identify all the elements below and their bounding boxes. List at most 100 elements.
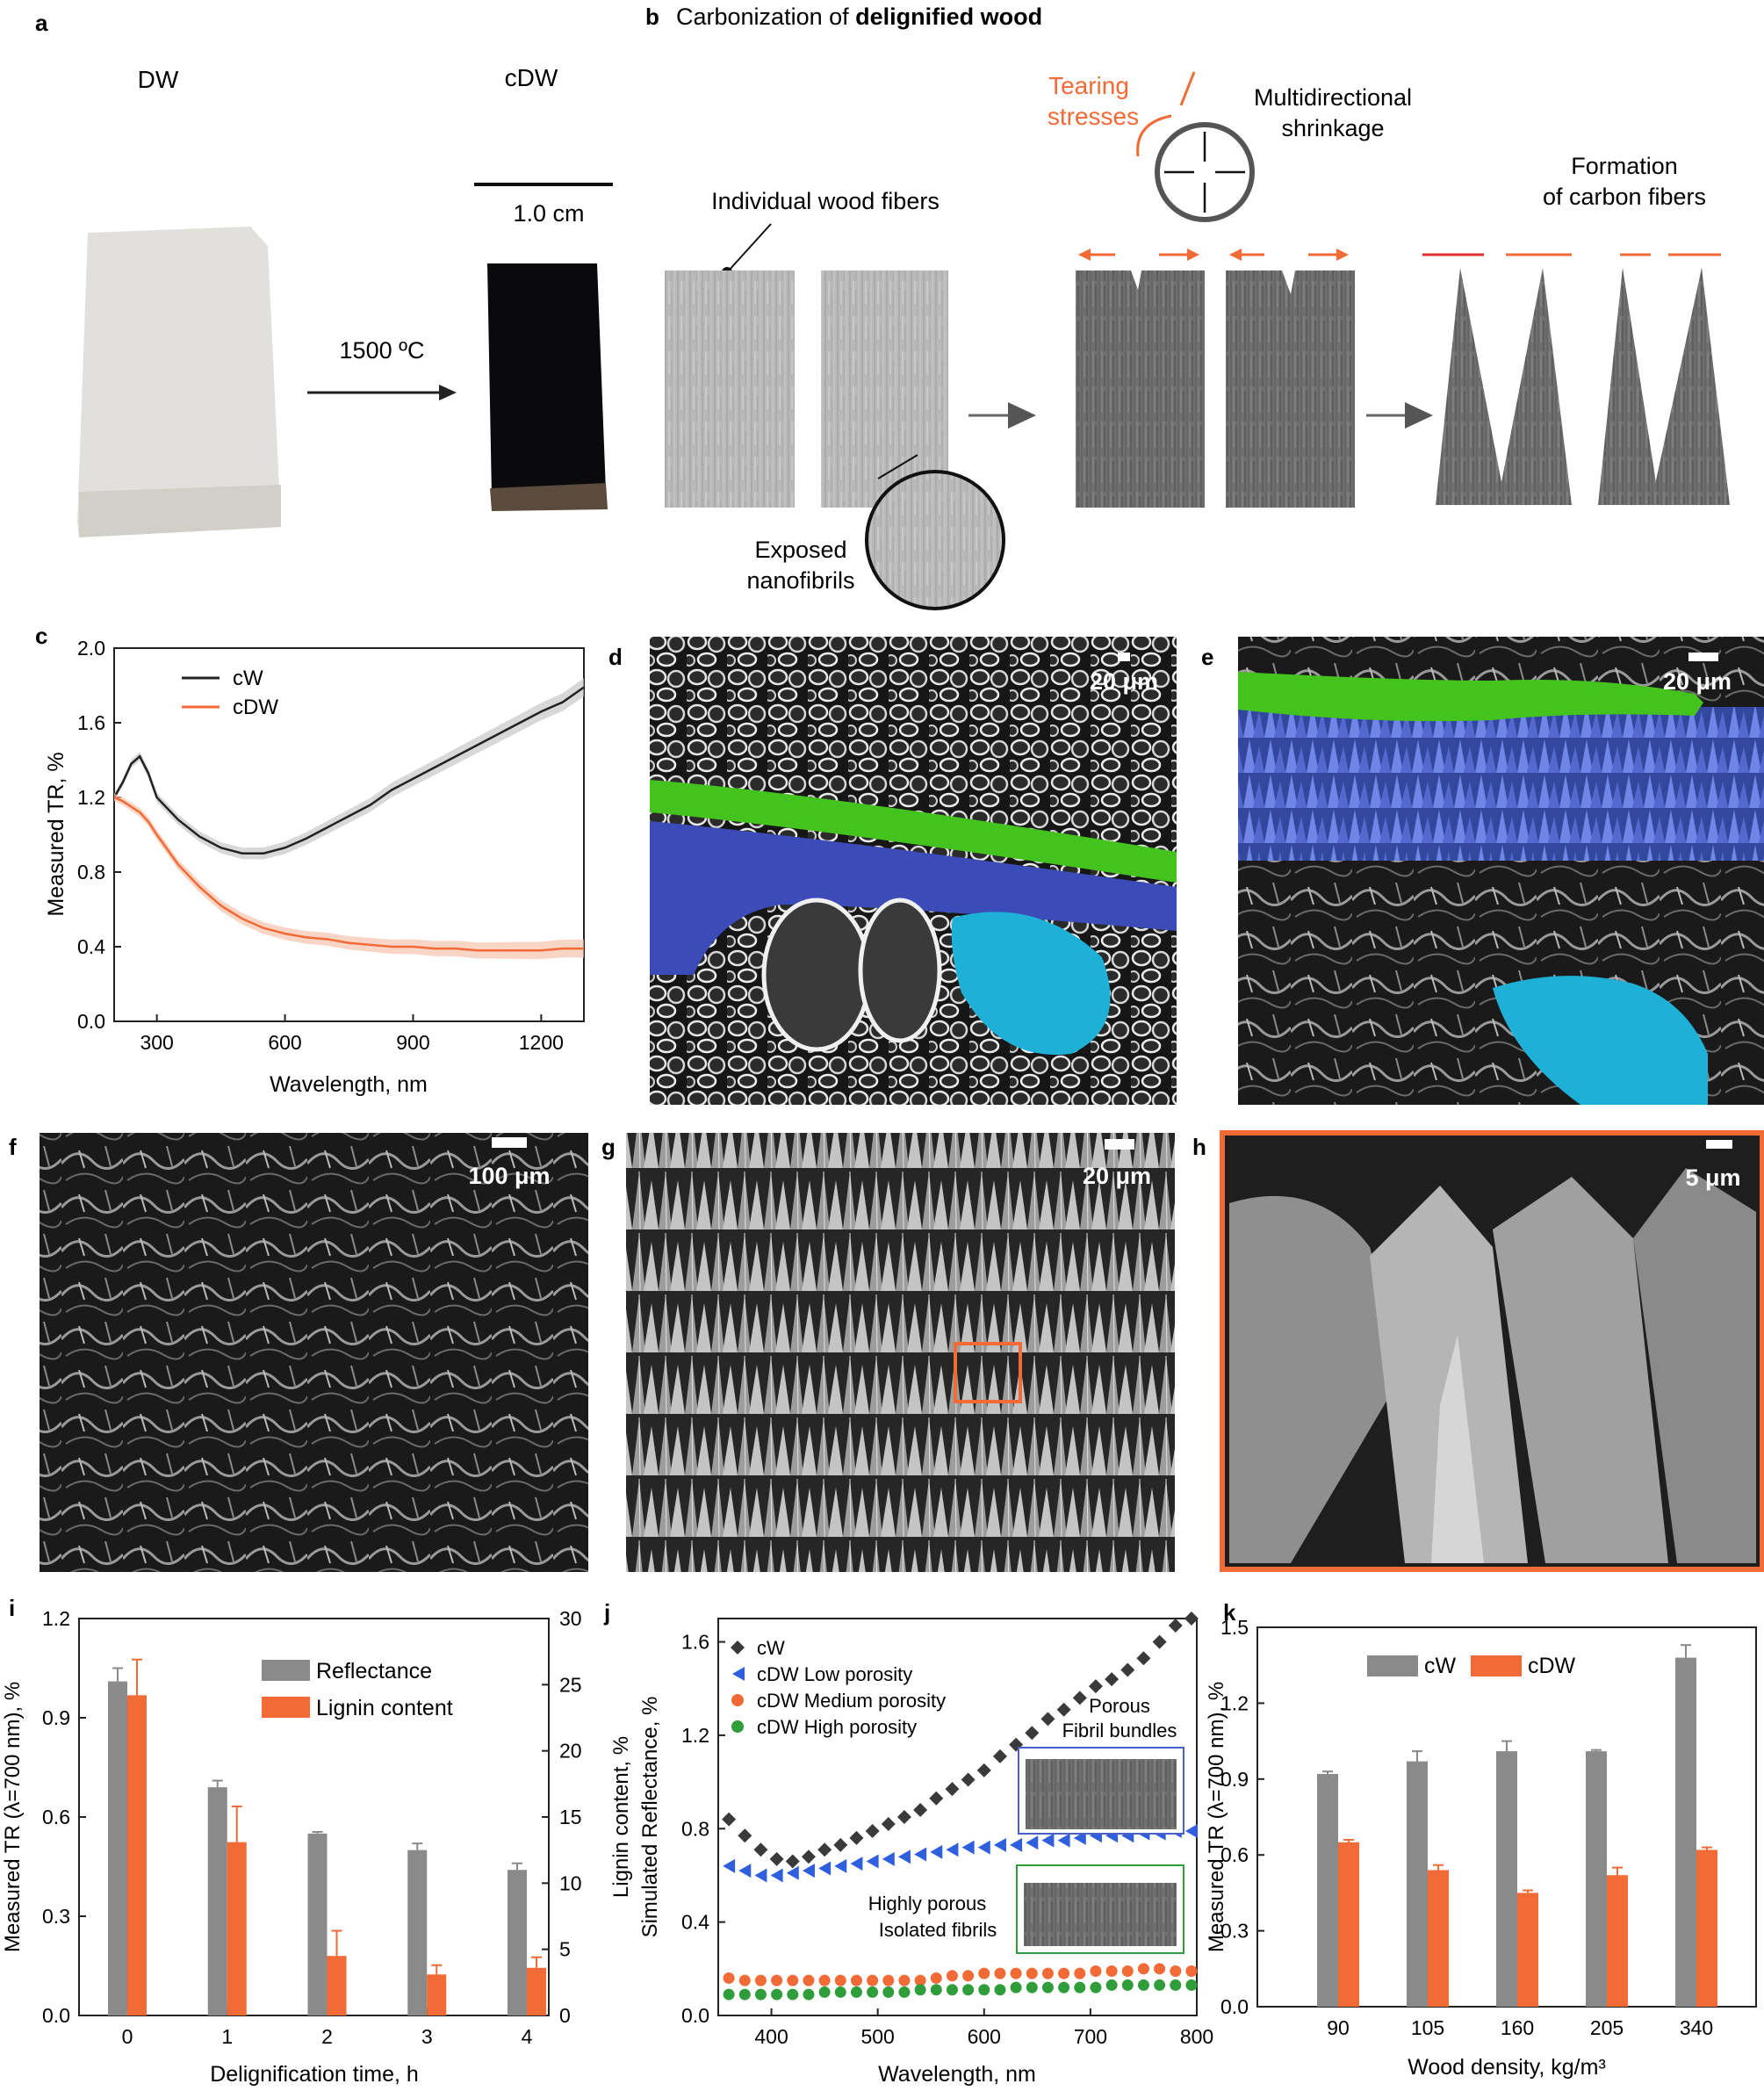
- chart-j-point-medium: [898, 1974, 911, 1986]
- chart-j-point-high: [1010, 1981, 1022, 1994]
- chart-j-point-high: [723, 1988, 735, 2001]
- chart-k-ytick-label: 0.6: [1220, 1843, 1249, 1866]
- chart-k-bar-cw: [1317, 1774, 1338, 2007]
- formation-label-line1: Formation: [1571, 153, 1678, 179]
- chart-j-point-medium: [738, 1974, 751, 1986]
- sem-d-cyan-vessel: [951, 912, 1111, 1056]
- chart-c-xtick-label: 1200: [519, 1031, 564, 1054]
- scale-label-e: 20 μm: [1663, 668, 1732, 695]
- zoom-line-1: [877, 454, 918, 479]
- chart-j-point-medium: [867, 1974, 879, 1986]
- chart-i-xtick-label: 3: [421, 2025, 433, 2048]
- chart-j-point-cw: [896, 1810, 911, 1824]
- chart-i-bar-reflectance: [307, 1833, 328, 2015]
- chart-k-bar-cdw: [1607, 1875, 1628, 2007]
- chart-j-point-high: [738, 1988, 751, 2001]
- chart-j-point-high: [803, 1988, 815, 2001]
- legend-j-low-marker: [732, 1667, 745, 1681]
- legend-j-cw-marker: [731, 1640, 745, 1655]
- chart-j-point-cw: [1152, 1634, 1167, 1649]
- scale-bar-e: [1688, 653, 1718, 661]
- chart-j-point-medium: [803, 1974, 815, 1986]
- chart-j-point-low: [818, 1861, 832, 1876]
- panel-letter-d: d: [608, 644, 623, 670]
- scale-label-f: 100 μm: [468, 1163, 550, 1189]
- chart-j-point-cw: [992, 1749, 1007, 1763]
- chart-k-ytick-label: 0.3: [1220, 1920, 1249, 1943]
- inset-highly-image: [1024, 1883, 1177, 1946]
- legend-j-high-label: cDW High porosity: [757, 1716, 917, 1738]
- nanofibril-zoom-circle: [865, 470, 1005, 610]
- chart-j-point-high: [994, 1984, 1006, 1996]
- chart-j-point-high: [978, 1984, 990, 1996]
- panel-letter-b: b: [645, 4, 659, 30]
- chart-j-point-low: [914, 1847, 927, 1862]
- process-arrow-1-head: [1008, 402, 1036, 429]
- chart-j-frame: [717, 1618, 1198, 2016]
- chart-c-ticks: 300 600 900 1200 0.0 0.4 0.8 1.2 1.6 2.0: [77, 637, 564, 1054]
- chart-i-bar-lignin: [427, 1974, 447, 2015]
- chart-j-point-low: [738, 1864, 752, 1878]
- chart-j-point-medium: [1074, 1967, 1086, 1979]
- chart-j-point-high: [1121, 1979, 1134, 1991]
- chart-i-y2tick-label: 15: [559, 1806, 582, 1828]
- chart-j-point-low: [1010, 1837, 1023, 1852]
- chart-j-point-high: [946, 1984, 958, 1996]
- panel-f: f 100 μm: [9, 1133, 588, 1572]
- chart-i-bar-lignin: [327, 1956, 347, 2015]
- chart-j-point-high: [1137, 1979, 1149, 1991]
- panel-e: e 20 μm: [1201, 637, 1764, 1105]
- chart-i-bar-reflectance: [207, 1787, 227, 2015]
- carbon-fiber-1: [1436, 268, 1506, 505]
- chart-i-ytick-label: 0.3: [42, 1905, 70, 1928]
- chart-j-point-medium: [1170, 1965, 1182, 1977]
- chart-j-point-cw: [929, 1791, 944, 1806]
- panel-b-title: Carbonization of delignified wood: [676, 4, 1042, 30]
- chart-j-point-high: [1041, 1981, 1054, 1994]
- chart-j-point-high: [771, 1988, 783, 2001]
- tearing-curve-arrow-2: [1179, 71, 1196, 106]
- chart-j-point-cw: [849, 1830, 864, 1845]
- chart-k-bar-cw: [1675, 1657, 1696, 2007]
- chart-j-point-low: [882, 1851, 895, 1866]
- legend-j-high-marker: [731, 1720, 744, 1733]
- chart-i-ytick-label: 0.9: [42, 1706, 70, 1729]
- chart-j-point-cw: [1088, 1679, 1103, 1694]
- chart-c-ytick-label: 2.0: [77, 637, 105, 660]
- panel-k: k 0.0 0.3 0.6 0.9 1.2 1.5 90 105 160 205 340 cW cD…: [1205, 1599, 1757, 2080]
- chart-i-xtick-label: 1: [221, 2025, 233, 2048]
- chart-j-xtick-label: 400: [754, 2025, 788, 2048]
- cdw-block-base: [490, 483, 608, 511]
- panel-letter-g: g: [601, 1134, 616, 1160]
- chart-j-ytick-label: 0.4: [681, 1911, 709, 1934]
- chart-j-ticks: 400 500 600 700 800 0.0 0.4 0.8 1.2 1.6: [681, 1631, 1213, 2048]
- chart-k-bar-cdw: [1696, 1849, 1717, 2007]
- chart-j-point-cw: [1025, 1726, 1040, 1741]
- sem-g-zoom-box: [954, 1342, 1022, 1403]
- sem-image-f: [40, 1133, 588, 1572]
- chart-j-point-low: [897, 1849, 911, 1864]
- scale-bar-d: [1118, 653, 1130, 661]
- carbon-fiber-2: [1497, 268, 1572, 505]
- chart-k-ylabel: Measured TR (λ=700 nm), %: [1205, 1682, 1228, 1952]
- panel-letter-h: h: [1192, 1134, 1206, 1160]
- legend-i-reflectance-swatch: [262, 1660, 310, 1681]
- chart-c-ylabel: Measured TR, %: [44, 752, 68, 916]
- chart-k-bar-cw: [1496, 1751, 1517, 2007]
- chart-i-xlabel: Delignification time, h: [210, 2062, 419, 2087]
- chart-j-point-low: [802, 1864, 815, 1878]
- chart-j-point-high: [1090, 1981, 1102, 1994]
- shrinkage-circle: [1155, 122, 1255, 222]
- chart-j-point-low: [786, 1865, 799, 1880]
- exposed-label-line2: nanofibrils: [746, 567, 854, 594]
- sem-h-fiber-5: [1431, 1335, 1484, 1563]
- chart-j-point-medium: [1026, 1967, 1038, 1979]
- chart-c-xtick-label: 900: [396, 1031, 429, 1054]
- chart-j-point-medium: [1041, 1967, 1054, 1979]
- chart-i-bar-lignin: [227, 1842, 247, 2015]
- chart-j-point-high: [930, 1984, 942, 1996]
- sem-d-vessel-2: [858, 898, 942, 1043]
- sem-d-green-layer: [650, 780, 1177, 883]
- sem-h-fiber-4: [1633, 1168, 1756, 1563]
